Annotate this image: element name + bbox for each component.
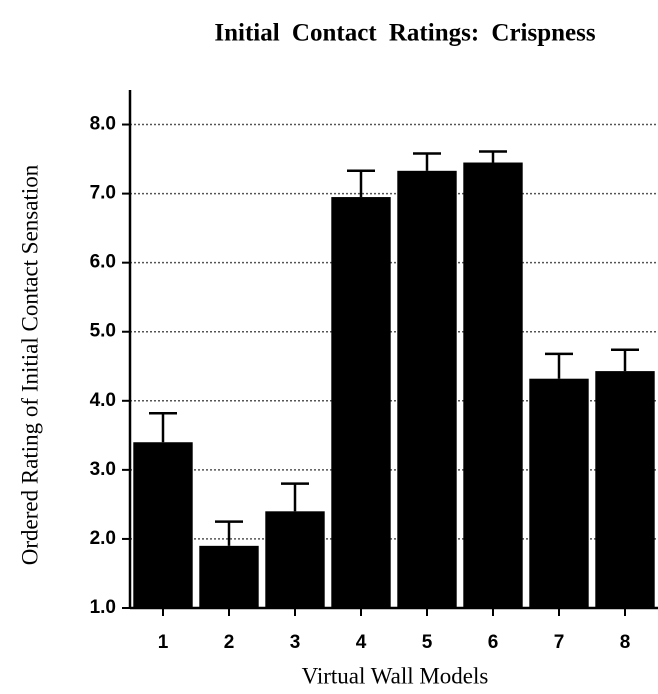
x-tick-label: 7 (554, 632, 565, 653)
y-axis-label: Ordered Rating of Initial Contact Sensat… (17, 164, 42, 565)
y-tick-label: 8.0 (90, 114, 116, 135)
bar (331, 197, 391, 608)
x-tick-label: 8 (620, 632, 631, 653)
bar (463, 162, 523, 608)
y-tick-label: 5.0 (90, 321, 116, 342)
y-tick-label: 6.0 (90, 252, 116, 273)
bar (529, 378, 589, 608)
bar (397, 170, 457, 609)
bar (199, 545, 259, 608)
y-tick-label: 7.0 (90, 183, 116, 204)
x-tick-label: 1 (158, 632, 169, 653)
bar (265, 511, 325, 608)
x-tick-label: 5 (422, 632, 433, 653)
bar (595, 371, 655, 608)
y-tick-label: 4.0 (90, 390, 116, 411)
x-tick-label: 6 (488, 632, 499, 653)
y-tick-label: 1.0 (90, 597, 116, 618)
x-axis-label: Virtual Wall Models (302, 663, 489, 688)
x-tick-label: 3 (290, 632, 301, 653)
x-tick-label: 2 (224, 632, 235, 653)
x-tick-label: 4 (356, 632, 367, 653)
y-tick-label: 3.0 (90, 459, 116, 480)
chart-title: Initial Contact Ratings: Crispness (214, 20, 595, 47)
bar (133, 442, 193, 608)
y-tick-label: 2.0 (90, 528, 116, 549)
